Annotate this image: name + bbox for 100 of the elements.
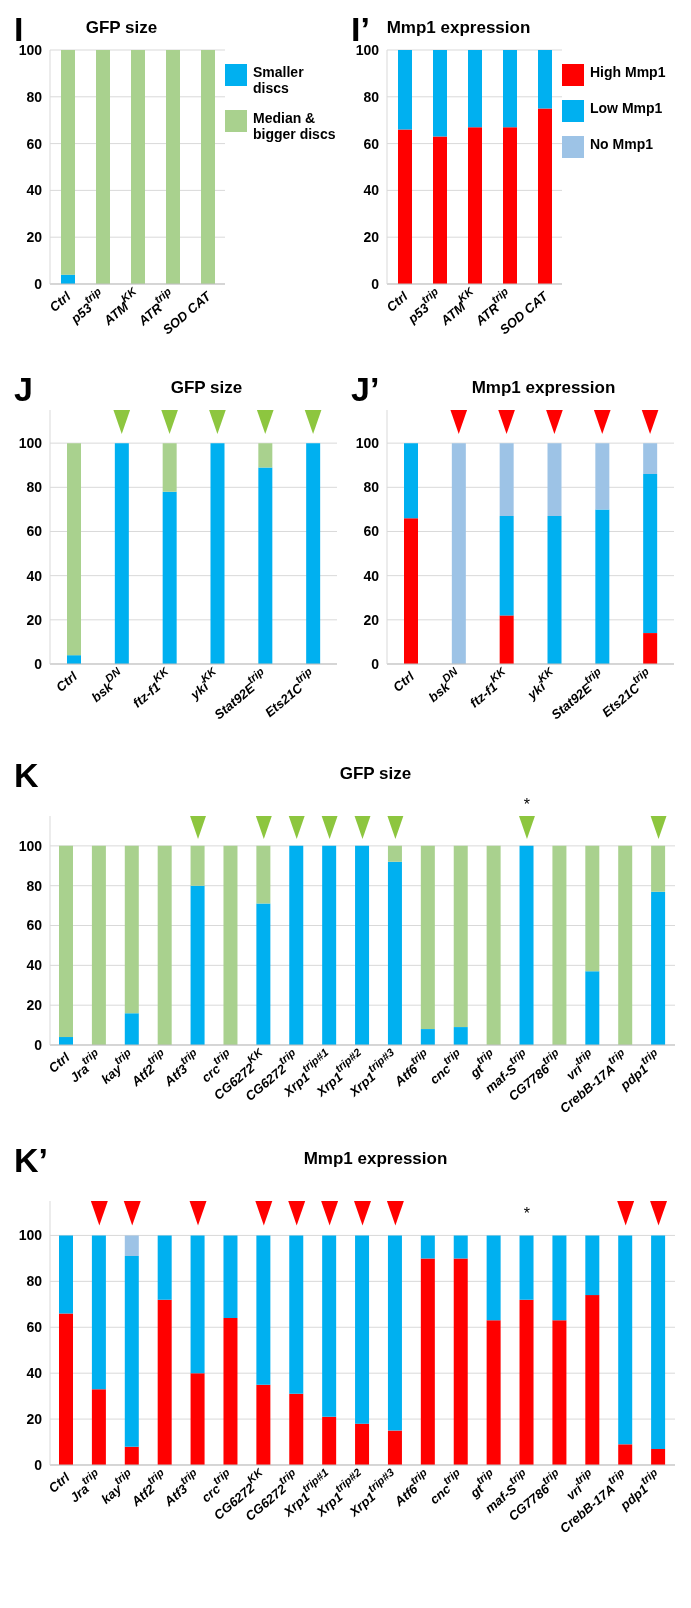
- bar: [618, 845, 633, 1045]
- bar: [190, 885, 205, 1045]
- legend-label: Smaller discs: [253, 64, 305, 96]
- bar: [256, 903, 271, 1045]
- text: K’: [14, 1141, 48, 1180]
- y-tick-label: 80: [26, 479, 43, 496]
- bar: [503, 127, 517, 284]
- y-tick-label: 80: [363, 88, 380, 105]
- y-tick-label: 80: [363, 479, 380, 496]
- chart-title: GFP size: [339, 764, 412, 783]
- bar: [453, 1258, 468, 1465]
- bar: [256, 1384, 271, 1465]
- bar: [223, 1318, 238, 1465]
- legend-label: Median & bigger discs: [253, 110, 337, 142]
- bar: [519, 1235, 534, 1300]
- x-tick-label: Ctrl: [45, 1469, 73, 1496]
- y-tick-label: 20: [363, 229, 380, 246]
- bar: [595, 509, 610, 664]
- y-tick-label: 20: [26, 1411, 43, 1428]
- bar: [289, 1235, 304, 1394]
- bar: [643, 633, 658, 664]
- y-tick-label: 20: [26, 611, 43, 628]
- bar: [420, 1029, 435, 1045]
- chart-title: Mmp1 expression: [386, 18, 531, 37]
- bar: [519, 845, 534, 1045]
- bar: [387, 845, 402, 862]
- bar: [355, 845, 370, 1045]
- y-tick-label: 40: [26, 957, 43, 974]
- y-tick-label: 20: [363, 611, 380, 628]
- bar: [190, 1235, 205, 1374]
- bar: [258, 467, 273, 664]
- y-tick-label: 100: [18, 837, 43, 854]
- bar: [162, 491, 177, 664]
- bar: [453, 845, 468, 1028]
- y-tick-label: 60: [26, 917, 43, 934]
- y-tick-label: 0: [34, 1036, 43, 1053]
- bar: [585, 1235, 600, 1296]
- y-tick-label: 100: [355, 435, 380, 452]
- bar: [59, 1313, 73, 1465]
- y-tick-label: 20: [26, 229, 43, 246]
- bar: [157, 1235, 172, 1300]
- bar: [306, 443, 321, 664]
- bar: [398, 129, 412, 284]
- bar: [643, 443, 658, 475]
- y-tick-label: 100: [18, 435, 43, 452]
- bar: [157, 1299, 172, 1465]
- y-tick-label: 80: [26, 1273, 43, 1290]
- bar: [322, 845, 337, 1045]
- bar: [433, 136, 447, 284]
- bar: [499, 516, 514, 616]
- bar: [651, 1448, 666, 1465]
- bar: [387, 861, 402, 1045]
- y-tick-label: 60: [363, 523, 380, 540]
- x-tick-label: Ctrl: [53, 668, 81, 695]
- bar: [538, 50, 552, 109]
- bar: [618, 1444, 633, 1465]
- bar: [67, 655, 81, 664]
- bar: [552, 845, 567, 1045]
- bar: [258, 443, 273, 468]
- bar: [223, 1235, 238, 1319]
- bar: [114, 443, 129, 664]
- bar: [124, 1256, 139, 1447]
- bar: [124, 1235, 139, 1257]
- bar: [585, 971, 600, 1045]
- chart-title: Mmp1 expression: [303, 1149, 448, 1168]
- bar: [190, 845, 205, 886]
- bar: [585, 845, 600, 972]
- bar: [289, 1393, 304, 1465]
- text: J: [14, 370, 33, 409]
- bar: [289, 845, 304, 1045]
- y-tick-label: 0: [34, 275, 43, 292]
- legend-label: High Mmp1: [590, 64, 666, 80]
- bar: [552, 1235, 567, 1321]
- bar: [547, 516, 562, 664]
- y-tick-label: 100: [18, 41, 43, 58]
- y-tick-label: 60: [363, 135, 380, 152]
- bar: [256, 1235, 271, 1385]
- bar: [618, 1235, 633, 1445]
- legend-label: No Mmp1: [590, 136, 653, 152]
- text: K: [14, 756, 39, 795]
- x-tick-label: Ctrl: [390, 668, 418, 695]
- y-tick-label: 0: [34, 1456, 43, 1473]
- bar: [322, 1235, 337, 1417]
- y-tick-label: 60: [26, 1319, 43, 1336]
- y-tick-label: 100: [18, 1227, 43, 1244]
- y-tick-label: 0: [34, 655, 43, 672]
- bar: [486, 845, 501, 1045]
- bar: [651, 845, 666, 892]
- y-tick-label: 80: [26, 877, 43, 894]
- chart-title: Mmp1 expression: [471, 378, 616, 397]
- y-tick-label: 0: [371, 655, 380, 672]
- bar: [453, 1027, 468, 1045]
- y-tick-label: 60: [26, 135, 43, 152]
- bar: [433, 50, 447, 137]
- bar: [420, 1235, 435, 1259]
- y-tick-label: 80: [26, 88, 43, 105]
- chart-title: GFP size: [170, 378, 243, 397]
- bar: [256, 845, 271, 904]
- bar: [420, 1258, 435, 1465]
- bar: [499, 615, 514, 664]
